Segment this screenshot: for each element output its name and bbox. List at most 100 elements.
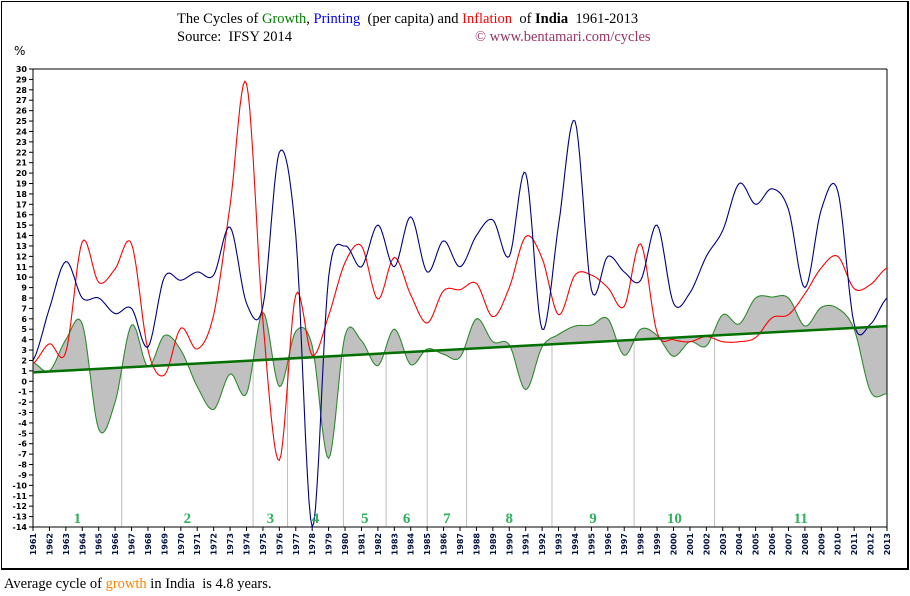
growth-trend-line bbox=[32, 324, 888, 374]
y-tick-label: 21 bbox=[16, 159, 28, 168]
cycle-label-5: 5 bbox=[361, 511, 369, 527]
title-country: India bbox=[535, 11, 569, 27]
title-mid: (per capita) and bbox=[360, 11, 463, 27]
x-tick-label: 2005 bbox=[752, 533, 761, 556]
x-tick-label: 1997 bbox=[620, 533, 629, 555]
y-tick-label: 4 bbox=[21, 336, 27, 345]
title-of: of bbox=[512, 11, 536, 27]
y-tick-label: 14 bbox=[16, 232, 28, 241]
y-tick-label: -1 bbox=[18, 388, 27, 397]
x-tick-label: 2009 bbox=[817, 533, 826, 556]
y-tick-label: -4 bbox=[18, 419, 27, 428]
chart-frame bbox=[1, 1, 909, 570]
cycle-label-7: 7 bbox=[443, 511, 451, 527]
x-tick-label: 2007 bbox=[784, 533, 793, 555]
x-tick-label: 1989 bbox=[489, 533, 498, 556]
y-tick-label: -9 bbox=[18, 471, 27, 480]
x-tick-label: 1982 bbox=[374, 533, 383, 555]
y-tick-label: -2 bbox=[18, 398, 27, 407]
x-tick-label: 1988 bbox=[472, 533, 481, 556]
x-tick-label: 1971 bbox=[193, 533, 202, 556]
x-tick-label: 1968 bbox=[144, 533, 153, 556]
x-tick-label: 1967 bbox=[128, 533, 137, 555]
cycle-label-8: 8 bbox=[506, 511, 514, 527]
cycle-label-9: 9 bbox=[589, 511, 597, 527]
x-tick-label: 1977 bbox=[292, 533, 301, 555]
cycle-label-6: 6 bbox=[403, 511, 411, 527]
x-tick-label: 1992 bbox=[538, 533, 547, 555]
footer-pre: Average cycle of bbox=[4, 576, 106, 592]
cycle-label-10: 10 bbox=[667, 511, 682, 527]
x-tick-label: 2010 bbox=[834, 533, 843, 556]
x-tick-label: 2000 bbox=[670, 533, 679, 556]
x-tick-label: 1973 bbox=[226, 533, 235, 555]
y-tick-label: 12 bbox=[16, 252, 27, 261]
y-tick-label: -8 bbox=[18, 461, 27, 470]
x-tick-label: 1975 bbox=[259, 533, 268, 556]
y-tick-label: 0 bbox=[21, 377, 27, 386]
x-tick-label: 2012 bbox=[867, 533, 876, 555]
source-text: Source: IFSY 2014 bbox=[177, 29, 293, 45]
x-tick-label: 1965 bbox=[95, 533, 104, 556]
y-axis-unit: % bbox=[14, 44, 26, 58]
y-tick-label: 9 bbox=[21, 284, 27, 293]
y-tick-label: 25 bbox=[16, 117, 28, 126]
chart-svg: -14-13-12-11-10-9-8-7-6-5-4-3-2-10123456… bbox=[13, 65, 892, 556]
y-tick-label: 28 bbox=[16, 86, 28, 95]
y-tick-label: -12 bbox=[13, 502, 27, 511]
footer-text: Average cycle of growth in India is 4.8 … bbox=[4, 576, 272, 593]
y-tick-label: 11 bbox=[16, 263, 28, 272]
x-tick-label: 2004 bbox=[735, 533, 744, 556]
x-tick-label: 1966 bbox=[111, 533, 120, 556]
x-tick-label: 1999 bbox=[653, 533, 662, 556]
title-growth: Growth bbox=[261, 11, 307, 27]
x-tick-label: 1985 bbox=[423, 533, 432, 556]
title-printing: Printing bbox=[313, 11, 361, 27]
x-tick-label: 1986 bbox=[440, 533, 449, 556]
y-tick-label: -13 bbox=[13, 513, 27, 522]
x-tick-label: 1980 bbox=[341, 533, 350, 556]
x-tick-label: 2001 bbox=[686, 533, 695, 556]
title-prefix: The Cycles of bbox=[177, 11, 262, 27]
x-tick-label: 1984 bbox=[407, 533, 416, 556]
y-tick-label: 20 bbox=[16, 169, 28, 178]
y-tick-label: 1 bbox=[21, 367, 27, 376]
x-tick-label: 1970 bbox=[177, 533, 186, 556]
y-tick-label: 13 bbox=[16, 242, 27, 251]
x-tick-label: 1979 bbox=[325, 533, 334, 556]
y-tick-label: 15 bbox=[16, 221, 28, 230]
x-tick-label: 2002 bbox=[702, 533, 711, 555]
x-tick-label: 1981 bbox=[357, 533, 366, 556]
x-tick-label: 1987 bbox=[456, 533, 465, 555]
y-tick-label: -3 bbox=[18, 409, 27, 418]
y-tick-label: 29 bbox=[16, 75, 28, 84]
title-range: 1961-2013 bbox=[568, 11, 639, 27]
x-tick-label: 1998 bbox=[637, 533, 646, 556]
copyright-link[interactable]: © www.bentamari.com/cycles bbox=[475, 29, 651, 45]
y-tick-label: 8 bbox=[21, 294, 27, 303]
cycle-label-1: 1 bbox=[74, 511, 82, 527]
y-tick-label: 2 bbox=[21, 356, 27, 365]
x-tick-label: 1962 bbox=[45, 533, 54, 555]
y-tick-label: 22 bbox=[16, 148, 27, 157]
title-inflation: Inflation bbox=[462, 11, 513, 27]
y-tick-label: 17 bbox=[16, 200, 27, 209]
y-tick-label: 10 bbox=[16, 273, 28, 282]
growth-deviation-fill bbox=[33, 295, 887, 459]
x-tick-label: 2003 bbox=[719, 533, 728, 555]
x-tick-label: 1983 bbox=[390, 533, 399, 555]
y-tick-label: -5 bbox=[18, 429, 27, 438]
chart-title: The Cycles of Growth, Printing (per capi… bbox=[177, 11, 638, 28]
y-tick-label: 26 bbox=[16, 107, 28, 116]
x-tick-label: 1972 bbox=[210, 533, 219, 555]
x-tick-label: 1964 bbox=[78, 533, 87, 556]
x-tick-label: 1996 bbox=[604, 533, 613, 556]
y-tick-label: -6 bbox=[18, 440, 27, 449]
x-tick-label: 2008 bbox=[801, 533, 810, 556]
series-line-printing bbox=[32, 119, 888, 529]
y-tick-label: 3 bbox=[21, 346, 27, 355]
y-tick-label: 24 bbox=[16, 127, 28, 136]
y-tick-label: -14 bbox=[13, 523, 28, 532]
x-tick-label: 1990 bbox=[505, 533, 514, 556]
x-tick-label: 1969 bbox=[160, 533, 169, 556]
